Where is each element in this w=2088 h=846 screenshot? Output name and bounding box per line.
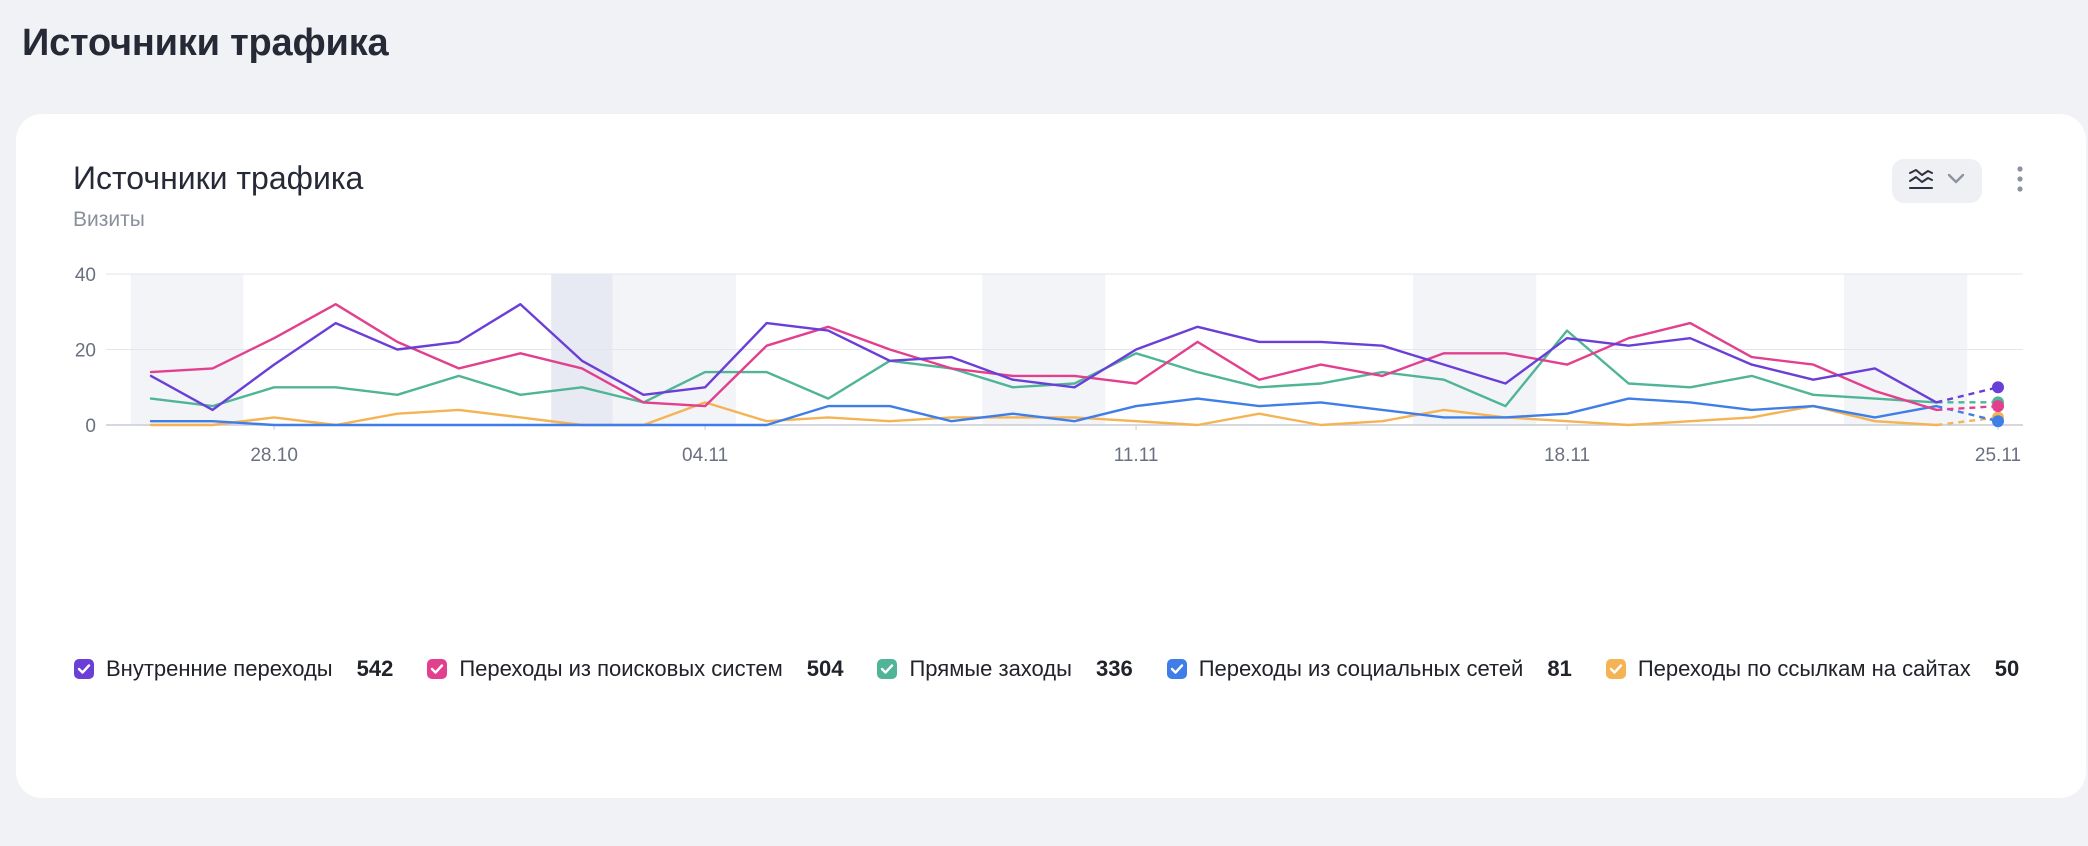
legend-series-total: 504: [806, 656, 844, 681]
series-line: [149, 397, 1938, 427]
series-last-point: [1992, 381, 2004, 394]
traffic-sources-card: Источники трафика Визиты 0 20 40: [16, 114, 2086, 798]
card-subtitle: Визиты: [73, 208, 145, 231]
legend-series-total: 81: [1547, 656, 1572, 681]
chart-type-switch[interactable]: [1892, 159, 1982, 203]
x-tick-label: 04.11: [682, 445, 728, 466]
legend-series-total: 336: [1095, 656, 1133, 681]
x-tick-label: 28.10: [250, 445, 298, 466]
series-last-point: [1992, 400, 2004, 413]
y-tick-label: 40: [75, 265, 96, 286]
chevron-down-icon: [1946, 172, 1966, 191]
legend-series-name: Переходы из социальных сетей: [1198, 656, 1524, 681]
page-title: Источники трафика: [22, 22, 389, 64]
series-line: [149, 302, 1938, 412]
checkbox-checked-icon[interactable]: [1166, 659, 1187, 679]
legend-item[interactable]: Переходы из социальных сетей 81: [1166, 654, 1572, 684]
legend-item[interactable]: Внутренние переходы 542: [74, 654, 393, 684]
y-tick-label: 20: [75, 341, 96, 362]
series-line: [149, 302, 1938, 412]
legend-series-total: 50: [1994, 656, 2020, 681]
x-axis-ticks: 28.10 04.11 11.11 18.11 25.11: [250, 425, 2021, 466]
more-options-button[interactable]: [2006, 162, 2034, 200]
chart-legend: Внутренние переходы 542 Переходы из поиско…: [74, 654, 2034, 684]
legend-series-name: Прямые заходы: [909, 656, 1072, 681]
checkbox-checked-icon[interactable]: [1605, 659, 1626, 679]
legend-item[interactable]: Переходы из поисковых систем 504: [427, 654, 843, 684]
legend-series-name: Переходы из поисковых систем: [459, 656, 783, 681]
x-tick-label: 11.11: [1114, 445, 1159, 466]
y-tick-label: 0: [85, 416, 96, 437]
legend-series-name: Переходы по ссылкам на сайтах: [1637, 656, 1971, 681]
x-tick-label: 25.11: [1975, 445, 2021, 466]
legend-item[interactable]: Переходы по ссылкам на сайтах 50: [1605, 654, 2020, 684]
checkbox-checked-icon[interactable]: [877, 659, 898, 679]
legend-series-name: Внутренние переходы: [106, 656, 333, 681]
y-axis-ticks: 0 20 40: [75, 265, 96, 437]
checkbox-checked-icon[interactable]: [427, 659, 448, 679]
card-title: Источники трафика: [73, 160, 364, 196]
series-last-point: [1992, 415, 2004, 428]
checkbox-checked-icon[interactable]: [74, 659, 94, 679]
chart-lines-icon: [1908, 167, 1934, 196]
series-line: [149, 329, 1938, 408]
traffic-line-chart[interactable]: 0 20 40 28.10 04.11 11.11 18.11 25.11: [16, 114, 2086, 634]
legend-series-total: 542: [356, 656, 394, 681]
x-tick-label: 18.11: [1544, 445, 1590, 466]
more-vertical-icon: [2016, 165, 2024, 198]
chart-series: [149, 302, 2004, 428]
legend-item[interactable]: Прямые заходы 336: [877, 654, 1133, 684]
